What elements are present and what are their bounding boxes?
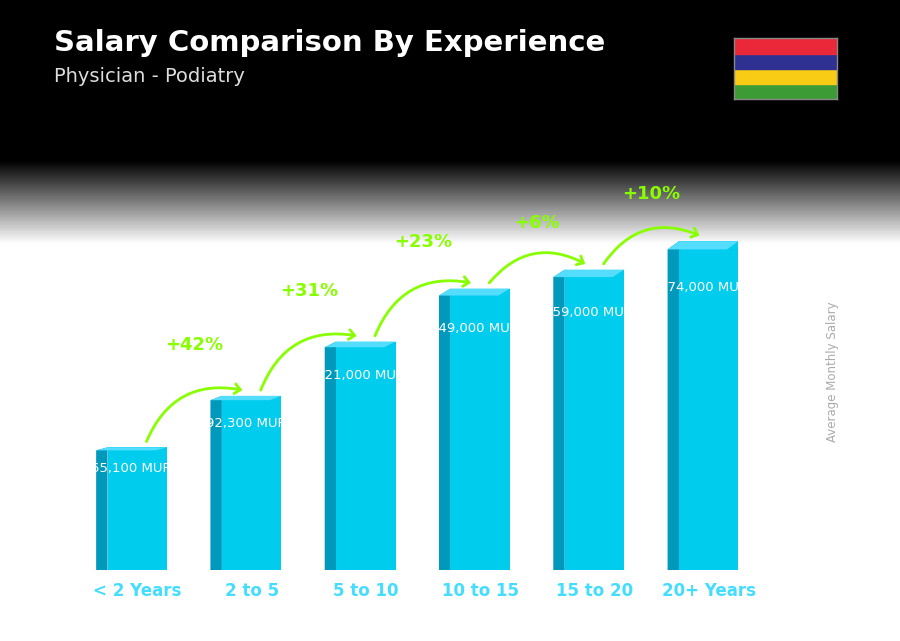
Text: +31%: +31% <box>280 282 338 300</box>
Text: Average Monthly Salary: Average Monthly Salary <box>826 301 839 442</box>
Text: +6%: +6% <box>515 213 560 232</box>
Text: 174,000 MUR: 174,000 MUR <box>659 281 748 294</box>
Bar <box>450 288 510 570</box>
Text: Physician - Podiatry: Physician - Podiatry <box>54 67 245 87</box>
Text: 92,300 MUR: 92,300 MUR <box>205 417 286 429</box>
Polygon shape <box>325 342 396 347</box>
Text: salary: salary <box>339 610 392 625</box>
Polygon shape <box>668 241 679 570</box>
Text: +42%: +42% <box>166 336 223 354</box>
Polygon shape <box>211 395 222 570</box>
Text: +23%: +23% <box>394 233 452 251</box>
Text: explorer.com: explorer.com <box>393 610 493 625</box>
Text: 159,000 MUR: 159,000 MUR <box>544 306 634 319</box>
Bar <box>564 270 624 570</box>
Bar <box>108 447 167 570</box>
Bar <box>679 241 738 570</box>
Text: 121,000 MUR: 121,000 MUR <box>316 369 405 382</box>
Polygon shape <box>439 288 450 570</box>
Polygon shape <box>668 241 738 249</box>
Polygon shape <box>325 342 336 570</box>
Text: 149,000 MUR: 149,000 MUR <box>430 322 519 335</box>
Text: +10%: +10% <box>623 185 680 203</box>
Polygon shape <box>96 447 108 570</box>
Bar <box>222 395 282 570</box>
Polygon shape <box>554 270 624 277</box>
Polygon shape <box>439 288 510 296</box>
Polygon shape <box>96 447 167 451</box>
Bar <box>336 342 396 570</box>
Polygon shape <box>211 395 282 400</box>
Polygon shape <box>554 270 564 570</box>
Text: 65,100 MUR: 65,100 MUR <box>91 462 172 475</box>
Text: Salary Comparison By Experience: Salary Comparison By Experience <box>54 29 605 57</box>
